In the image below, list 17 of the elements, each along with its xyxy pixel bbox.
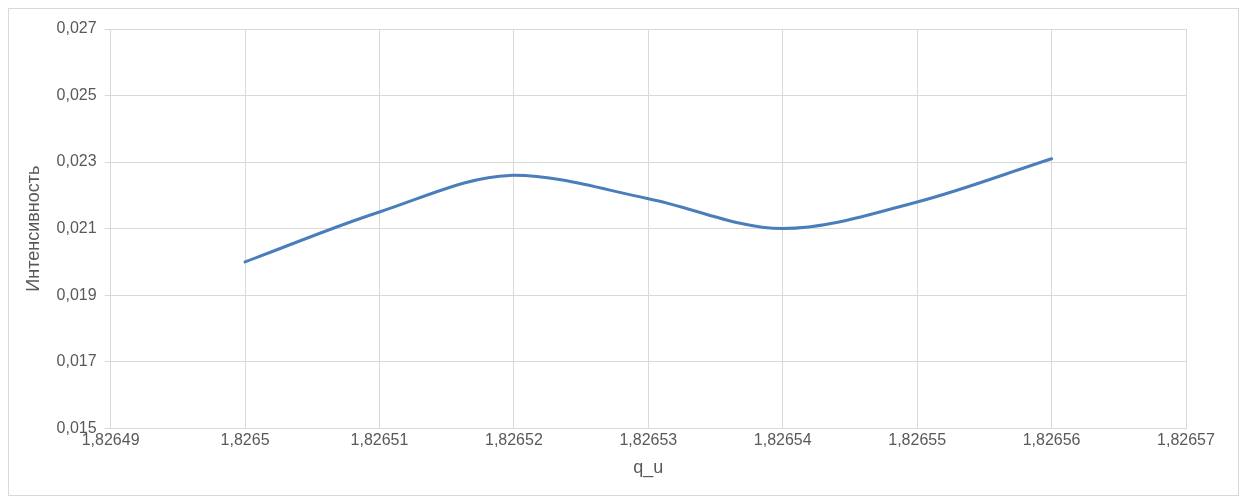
- x-tick-label: 1,82652: [484, 431, 543, 449]
- x-tick-label: 1,8265: [220, 431, 270, 449]
- y-tick-label: 0,017: [56, 352, 97, 370]
- y-tick-label: 0,027: [56, 19, 97, 37]
- x-tick-label: 1,82656: [1022, 431, 1081, 449]
- y-tick-label: 0,023: [56, 152, 97, 170]
- x-tick-label: 1,82653: [619, 431, 678, 449]
- x-tick-label: 1,82651: [350, 431, 409, 449]
- y-tick-label: 0,019: [56, 285, 97, 303]
- x-axis-title: q_u: [633, 457, 664, 479]
- y-tick-label: 0,025: [56, 85, 97, 103]
- y-axis-title: Интенсивность: [22, 165, 43, 292]
- x-tick-label: 1,82654: [753, 431, 812, 449]
- line-series: [243, 157, 1054, 264]
- x-tick-label: 1,82655: [888, 431, 947, 449]
- y-tick-label: 0,021: [56, 219, 97, 237]
- x-tick-label: 1,82657: [1157, 431, 1216, 449]
